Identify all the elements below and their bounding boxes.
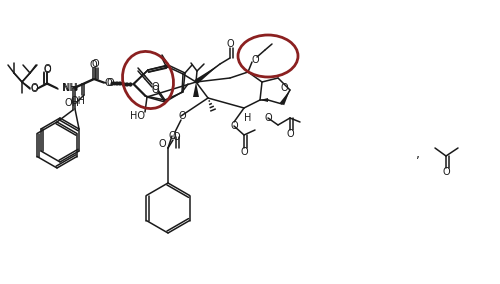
Text: O: O (106, 78, 114, 88)
Polygon shape (193, 82, 199, 97)
Text: NH: NH (62, 83, 77, 93)
Text: O: O (442, 167, 450, 177)
Text: NH: NH (63, 83, 78, 93)
Text: O: O (43, 64, 51, 74)
Text: O: O (91, 59, 99, 69)
Text: O: O (251, 55, 259, 65)
Text: O: O (178, 111, 186, 121)
Text: O: O (286, 129, 294, 139)
Text: O: O (158, 139, 166, 149)
Text: O: O (280, 83, 288, 93)
Text: ,: , (416, 147, 420, 160)
Text: O: O (168, 131, 176, 141)
Text: OH: OH (70, 96, 86, 106)
Polygon shape (260, 98, 268, 102)
Text: O: O (226, 39, 234, 49)
Text: O: O (151, 82, 159, 92)
Text: O: O (151, 85, 159, 95)
Text: O: O (30, 84, 38, 94)
Text: O: O (89, 60, 97, 70)
Text: O: O (30, 83, 38, 93)
Text: O: O (43, 65, 51, 75)
Text: O: O (172, 132, 180, 142)
Text: O: O (104, 78, 112, 88)
Text: HO: HO (130, 111, 144, 121)
Text: H: H (244, 113, 252, 123)
Text: OH: OH (64, 98, 80, 108)
Text: O: O (230, 121, 238, 131)
Polygon shape (194, 64, 220, 84)
Polygon shape (280, 90, 290, 105)
Text: O: O (240, 147, 248, 157)
Text: O: O (264, 113, 272, 123)
